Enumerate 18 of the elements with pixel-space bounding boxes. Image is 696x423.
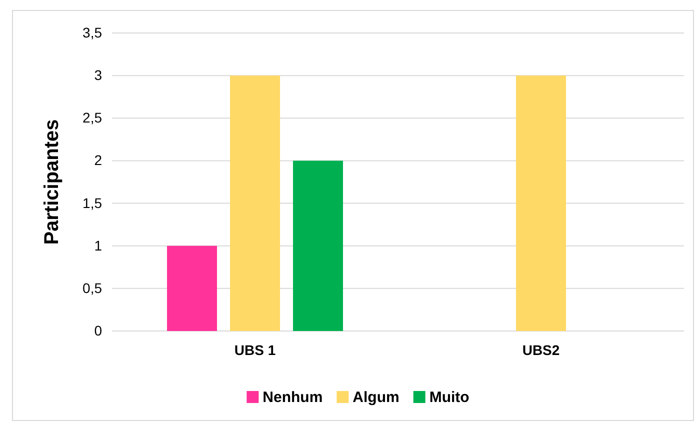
bar bbox=[230, 76, 280, 331]
y-tick-label: 3,5 bbox=[82, 24, 102, 40]
legend-label: Muito bbox=[429, 389, 470, 406]
x-tick-label: UBS2 bbox=[522, 342, 560, 358]
legend-label: Nenhum bbox=[262, 389, 323, 406]
legend-label: Algum bbox=[352, 389, 400, 406]
bar bbox=[516, 76, 566, 331]
bar bbox=[293, 160, 343, 331]
y-tick-label: 1 bbox=[94, 237, 102, 254]
y-tick-label: 2 bbox=[94, 152, 102, 168]
y-tick-label: 0,5 bbox=[82, 280, 102, 296]
y-tick-label: 3 bbox=[94, 67, 102, 84]
y-tick-label: 0 bbox=[94, 322, 102, 338]
y-tick-label: 2,5 bbox=[82, 110, 102, 126]
bar bbox=[167, 246, 217, 331]
y-tick-label: 1,5 bbox=[82, 194, 102, 211]
y-axis-title: Participantes bbox=[41, 119, 63, 245]
x-tick-label: UBS 1 bbox=[234, 342, 276, 358]
